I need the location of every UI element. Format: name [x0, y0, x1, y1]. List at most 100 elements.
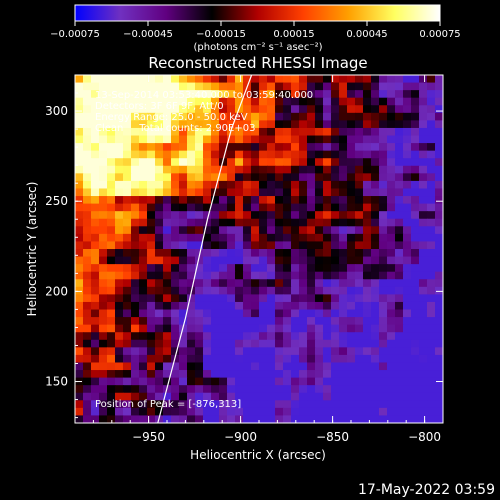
heatmap-cell	[275, 264, 284, 273]
heatmap-cell	[139, 112, 148, 121]
heatmap-cell	[355, 370, 364, 379]
heatmap-cell	[227, 180, 236, 190]
heatmap-cell	[171, 377, 180, 386]
heatmap-cell	[403, 415, 412, 423]
heatmap-cell	[371, 241, 380, 250]
heatmap-cell	[387, 150, 396, 159]
heatmap-cell	[131, 75, 140, 84]
heatmap-cell	[163, 407, 172, 417]
heatmap-cell	[371, 415, 380, 423]
heatmap-cell	[259, 370, 268, 379]
heatmap-cell	[323, 143, 332, 152]
heatmap-cell	[107, 400, 116, 409]
heatmap-cell	[275, 256, 284, 265]
heatmap-cell	[107, 377, 116, 386]
heatmap-cell	[275, 354, 284, 364]
heatmap-cell	[235, 97, 244, 106]
heatmap-cell	[115, 392, 124, 401]
heatmap-cell	[187, 143, 196, 152]
heatmap-cell	[339, 165, 348, 174]
heatmap-cell	[75, 127, 84, 137]
heatmap-cell	[163, 90, 172, 99]
heatmap-cell	[323, 392, 332, 401]
heatmap-cell	[195, 392, 204, 401]
heatmap-cell	[91, 407, 100, 417]
heatmap-cell	[363, 400, 372, 409]
heatmap-cell	[387, 180, 396, 190]
heatmap-cell	[243, 112, 252, 121]
heatmap-cell	[323, 362, 332, 371]
heatmap-cell	[99, 150, 108, 159]
heatmap-cell	[267, 317, 276, 326]
heatmap-cell	[147, 165, 156, 174]
heatmap-cell	[99, 317, 108, 326]
heatmap-cell	[203, 135, 212, 144]
heatmap-cell	[331, 286, 340, 295]
heatmap-cell	[155, 97, 164, 106]
heatmap-cell	[131, 173, 140, 182]
heatmap-cell	[267, 286, 276, 295]
heatmap-cell	[315, 143, 324, 152]
heatmap-cell	[315, 249, 324, 258]
heatmap-cell	[211, 97, 220, 106]
heatmap-cell	[371, 180, 380, 190]
heatmap-cell	[123, 173, 132, 182]
heatmap-cell	[195, 279, 204, 288]
heatmap-cell	[187, 377, 196, 386]
heatmap-cell	[99, 233, 108, 243]
heatmap-cell	[331, 324, 340, 333]
heatmap-cell	[395, 143, 404, 152]
heatmap-cell	[115, 173, 124, 182]
heatmap-cell	[163, 82, 172, 91]
heatmap-cell	[395, 105, 404, 114]
heatmap-cell	[371, 120, 380, 129]
heatmap-cell	[195, 415, 204, 423]
heatmap-cell	[227, 211, 236, 220]
heatmap-cell	[347, 150, 356, 159]
heatmap-cell	[243, 279, 252, 288]
heatmap-cell	[179, 271, 188, 280]
heatmap-cell	[411, 211, 420, 220]
heatmap-cell	[251, 203, 260, 212]
heatmap-cell	[227, 105, 236, 114]
heatmap-cell	[107, 211, 116, 220]
heatmap-cell	[427, 135, 436, 144]
heatmap-cell	[243, 105, 252, 114]
heatmap-cell	[267, 226, 276, 235]
heatmap-cell	[387, 415, 396, 423]
heatmap-cell	[411, 150, 420, 159]
heatmap-cell	[139, 188, 148, 197]
heatmap-cell	[315, 392, 324, 401]
heatmap-cell	[291, 203, 300, 212]
heatmap-cell	[171, 256, 180, 265]
heatmap-cell	[227, 400, 236, 409]
heatmap-cell	[283, 196, 292, 205]
heatmap-cell	[267, 97, 276, 106]
heatmap-cell	[131, 407, 140, 417]
heatmap-cell	[75, 415, 84, 423]
heatmap-cell	[155, 158, 164, 167]
heatmap-cell	[307, 271, 316, 280]
heatmap-cell	[131, 256, 140, 265]
heatmap-cell	[163, 370, 172, 379]
heatmap-cell	[339, 347, 348, 356]
heatmap-cell	[323, 271, 332, 280]
heatmap-cell	[235, 165, 244, 174]
heatmap-cell	[83, 271, 92, 280]
heatmap-cell	[315, 180, 324, 190]
heatmap-cell	[411, 256, 420, 265]
heatmap-cell	[275, 165, 284, 174]
heatmap-cell	[259, 256, 268, 265]
heatmap-cell	[235, 135, 244, 144]
heatmap-cell	[163, 188, 172, 197]
heatmap-cell	[331, 264, 340, 273]
heatmap-cell	[307, 165, 316, 174]
heatmap-cell	[251, 400, 260, 409]
heatmap-cell	[99, 354, 108, 364]
heatmap-cell	[323, 377, 332, 386]
heatmap-cell	[395, 354, 404, 364]
heatmap-cell	[131, 241, 140, 250]
heatmap-cell	[291, 407, 300, 417]
heatmap-cell	[171, 324, 180, 333]
heatmap-cell	[267, 407, 276, 417]
